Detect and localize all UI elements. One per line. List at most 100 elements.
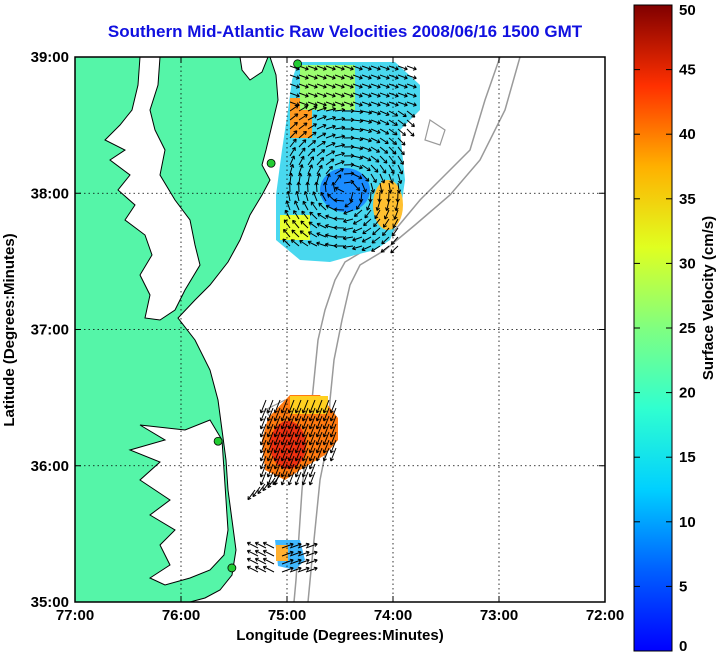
velocity-arrow (322, 407, 330, 422)
velocity-arrow (334, 116, 346, 122)
velocity-arrow (287, 399, 295, 414)
velocity-arrow (329, 423, 337, 438)
colorbar-tick-label: 0 (679, 638, 687, 655)
velocity-arrow (287, 463, 295, 478)
velocity-arrow (281, 550, 294, 557)
velocity-arrow (334, 107, 346, 113)
velocity-arrow (273, 447, 281, 462)
velocity-arrow (406, 83, 417, 89)
velocity-arrow (314, 181, 319, 193)
velocity-arrow (361, 83, 372, 89)
velocity-arrow (297, 566, 310, 573)
velocity-arrow (325, 65, 336, 71)
velocity-arrow (307, 74, 318, 80)
velocity-arrow (397, 173, 403, 184)
velocity-arrow (361, 173, 370, 182)
y-tick-label: 36:00 (31, 458, 69, 475)
velocity-arrow (246, 549, 259, 557)
velocity-arrow (308, 463, 316, 478)
velocity-arrow (397, 110, 407, 118)
velocity-arrow (349, 191, 354, 203)
velocity-arrow (305, 542, 318, 549)
velocity-arrow (316, 65, 327, 71)
velocity-arrow (289, 83, 300, 89)
velocity-arrow (280, 447, 288, 462)
velocity-arrow (329, 431, 337, 446)
velocity-arrow (388, 155, 396, 165)
velocity-arrow (289, 155, 296, 166)
velocity-arrow (379, 65, 390, 71)
velocity-arrow (373, 218, 381, 228)
x-tick-label: 72:00 (586, 607, 624, 624)
velocity-arrow (307, 114, 318, 121)
velocity-arrow (273, 439, 281, 454)
velocity-arrow (307, 65, 318, 71)
velocity-arrow (254, 565, 267, 573)
y-tick-label: 37:00 (31, 322, 69, 339)
velocity-arrow (352, 218, 363, 225)
velocity-arrow (308, 447, 316, 462)
velocity-arrow (325, 165, 333, 175)
velocity-arrow (315, 431, 323, 446)
velocity-arrow (370, 65, 381, 71)
velocity-arrow (352, 245, 363, 251)
colorbar-tick-label: 15 (679, 449, 696, 466)
colorbar-tick-label: 5 (679, 578, 687, 595)
velocity-arrow (316, 106, 327, 112)
velocity-arrow (397, 128, 407, 137)
velocity-arrow (266, 415, 274, 430)
velocity-arrow (370, 83, 381, 89)
velocity-arrow (352, 92, 363, 98)
velocity-arrow (334, 160, 345, 166)
velocity-arrow (294, 439, 302, 454)
velocity-arrow (352, 227, 363, 234)
velocity-arrow (287, 439, 295, 454)
velocity-arrow (316, 141, 326, 148)
colorbar-tick-label: 25 (679, 320, 696, 337)
velocity-arrow (361, 137, 372, 143)
velocity-arrow (406, 74, 417, 80)
velocity-arrow (406, 101, 417, 107)
radar-stations (213, 59, 303, 573)
velocity-arrow (379, 137, 389, 145)
velocity-arrow (372, 227, 381, 236)
velocity-arrow (266, 399, 274, 414)
velocity-arrow (297, 172, 303, 184)
velocity-arrow (356, 200, 363, 210)
velocity-arrow (307, 240, 318, 247)
velocity-arrow (280, 471, 288, 486)
velocity-arrow (390, 236, 399, 245)
velocity-arrow (361, 164, 371, 172)
velocity-arrow (280, 463, 288, 478)
velocity-arrow (259, 431, 267, 446)
velocity-arrow (289, 74, 300, 80)
velocity-arrow (334, 125, 346, 131)
velocity-arrow (334, 151, 345, 157)
velocity-arrow (316, 92, 327, 98)
velocity-arrow (259, 447, 267, 462)
velocity-arrow (267, 477, 276, 489)
velocity-arrow (301, 407, 309, 422)
velocity-arrow (305, 566, 318, 573)
velocity-arrow (322, 399, 330, 414)
bathymetry-contour (307, 57, 521, 602)
velocity-arrow (247, 489, 256, 501)
velocity-arrow (396, 182, 402, 194)
velocity-arrow (334, 74, 345, 80)
grid-lines (75, 57, 605, 602)
velocity-arrow (322, 447, 330, 462)
colorbar-tick-label: 35 (679, 191, 696, 208)
velocity-arrow (315, 415, 323, 430)
velocity-arrow (298, 122, 308, 130)
velocity-arrow (316, 164, 323, 175)
velocity-arrow (307, 156, 315, 166)
velocity-arrow (361, 119, 373, 124)
velocity-arrow (361, 182, 367, 193)
velocity-arrow (262, 480, 271, 492)
velocity-arrow (301, 463, 309, 478)
velocity-arrow (370, 92, 381, 98)
velocity-arrow (273, 415, 281, 430)
velocity-arrow (301, 423, 309, 438)
velocity-arrow (334, 83, 345, 89)
velocity-arrow (333, 216, 345, 221)
